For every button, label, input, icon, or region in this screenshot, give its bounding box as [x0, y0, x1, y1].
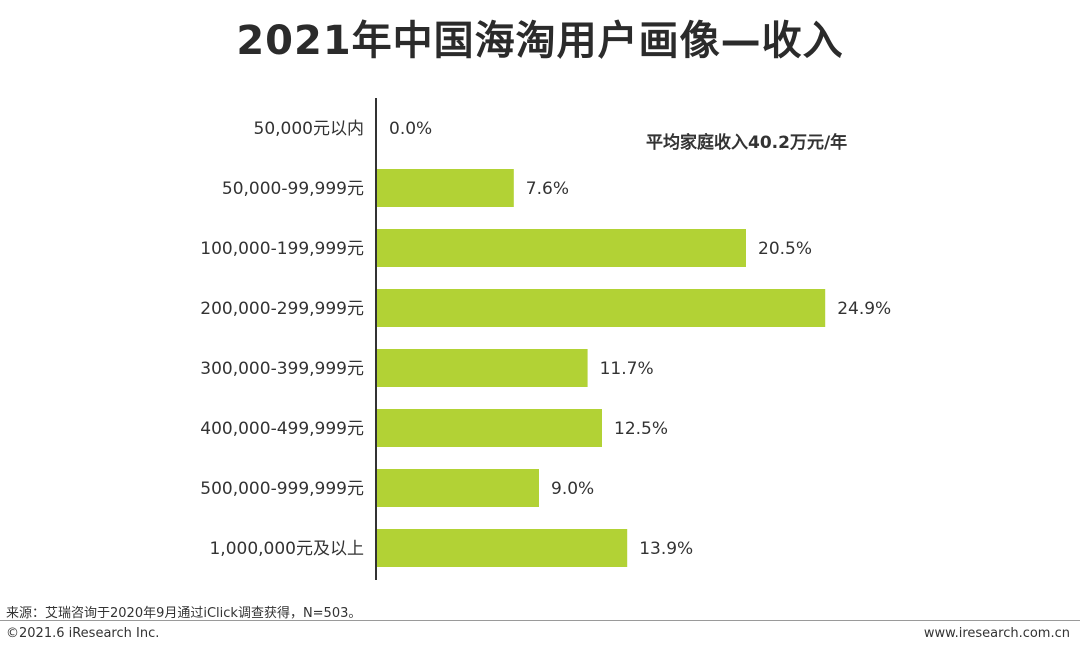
category-label: 100,000-199,999元 [200, 239, 364, 259]
copyright-text: ©2021.6 iResearch Inc. [6, 626, 160, 641]
website-text: www.iresearch.com.cn [923, 626, 1070, 641]
footer-divider [0, 620, 1080, 621]
bar [377, 229, 746, 267]
category-label: 500,000-999,999元 [200, 479, 364, 499]
category-label: 300,000-399,999元 [200, 359, 364, 379]
category-label: 200,000-299,999元 [200, 299, 364, 319]
bar [377, 409, 602, 447]
data-label: 9.0% [551, 479, 594, 499]
data-label: 11.7% [600, 359, 654, 379]
category-label: 50,000元以内 [254, 119, 364, 139]
data-label: 12.5% [614, 419, 668, 439]
average-income-annotation: 平均家庭收入40.2万元/年 [646, 133, 848, 153]
chart-title: 2021年中国海淘用户画像—收入 [236, 18, 844, 64]
bar [377, 469, 539, 507]
bar [377, 169, 514, 207]
data-label: 7.6% [526, 179, 569, 199]
data-label: 20.5% [758, 239, 812, 259]
data-label: 13.9% [639, 539, 693, 559]
source-note: 来源：艾瑞咨询于2020年9月通过iClick调查获得，N=503。 [6, 606, 362, 621]
category-label: 1,000,000元及以上 [209, 539, 364, 559]
data-label: 24.9% [837, 299, 891, 319]
category-label: 400,000-499,999元 [200, 419, 364, 439]
bar [377, 529, 628, 567]
category-label: 50,000-99,999元 [222, 179, 364, 199]
bar [377, 349, 588, 387]
income-bar-chart: 50,000元以内 0.0% 50,000-99,999元 7.6% 100,000-1… [200, 98, 891, 580]
bar [377, 289, 826, 327]
data-label: 0.0% [389, 119, 432, 139]
